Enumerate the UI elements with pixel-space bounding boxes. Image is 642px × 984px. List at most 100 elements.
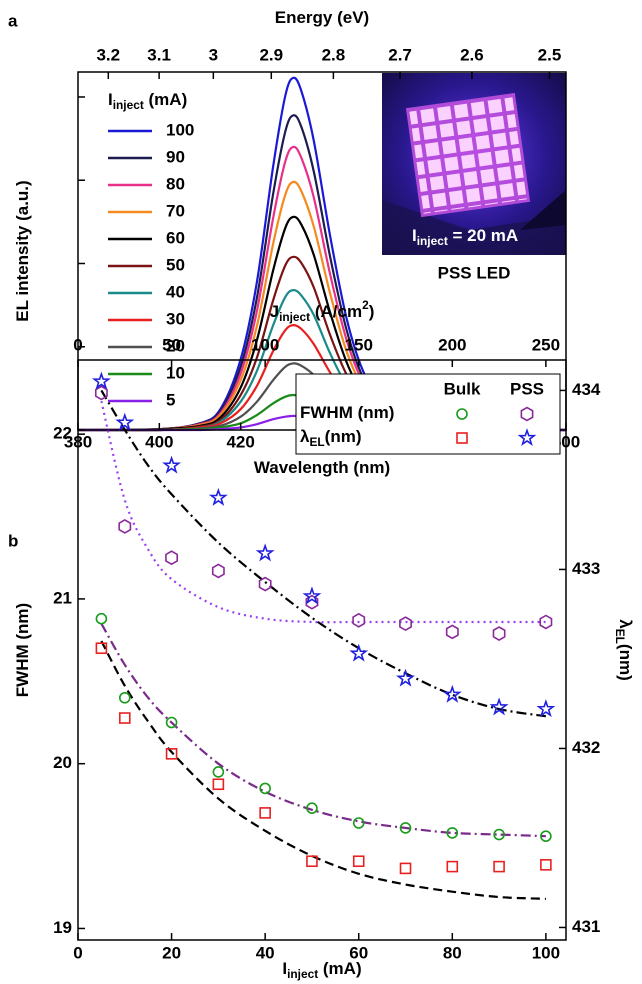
inset-caption: PSS LED	[438, 263, 511, 282]
marker	[302, 586, 322, 605]
label-part: λ	[300, 427, 310, 446]
marker	[118, 518, 132, 534]
label-part: (nm)	[325, 427, 362, 446]
x-tick-label: 100	[532, 943, 560, 962]
y-tick-label: 22	[53, 424, 72, 443]
y-axis-title: FWHM (nm)	[13, 603, 32, 697]
y2-tick-label: 433	[572, 559, 600, 578]
marker	[91, 371, 111, 390]
x2-tick-label: 50	[162, 335, 181, 354]
y2-axis-title: λEL(nm)	[613, 619, 635, 681]
marker	[305, 594, 319, 610]
marker	[258, 576, 272, 592]
marker	[399, 616, 412, 632]
legend-label: 60	[166, 228, 185, 247]
marker	[399, 822, 412, 834]
x2-tick-label: 3	[209, 45, 218, 64]
y-tick-label: 19	[53, 918, 72, 937]
legend-label: 40	[166, 282, 185, 301]
marker	[445, 624, 459, 640]
legend-column: PSS	[510, 379, 544, 398]
marker	[94, 385, 108, 401]
y-tick-label: 21	[53, 588, 72, 607]
marker	[493, 860, 505, 873]
legend-row: FWHM (nm)	[300, 403, 394, 422]
legend-label: 5	[166, 390, 175, 409]
label-part: λ	[616, 619, 635, 629]
marker	[306, 802, 318, 814]
marker	[165, 748, 178, 760]
label-part: Energy (eV)	[275, 8, 369, 27]
marker	[456, 432, 468, 444]
x2-tick-label: 200	[438, 335, 466, 354]
legend-label: 80	[166, 174, 185, 193]
legend-label: 10	[166, 363, 185, 382]
marker	[208, 487, 228, 506]
label-part: FWHM (nm)	[300, 403, 394, 422]
fit-line	[100, 400, 546, 624]
y2-tick-label: 432	[572, 738, 600, 757]
marker	[536, 699, 556, 718]
label-part: inject	[113, 98, 144, 112]
label-part: J	[270, 302, 279, 321]
marker	[118, 691, 131, 704]
label-part: (A/cm	[310, 302, 362, 321]
marker	[446, 860, 459, 873]
marker	[95, 612, 108, 625]
marker	[212, 766, 225, 778]
marker	[349, 643, 369, 662]
label-part: )	[369, 302, 375, 321]
marker	[520, 406, 534, 422]
marker	[162, 455, 182, 474]
label-part: I	[412, 226, 417, 245]
x2-tick-label: 0	[73, 335, 82, 354]
marker	[399, 862, 412, 875]
label-part: I	[108, 90, 113, 109]
plot-frame	[77, 359, 567, 941]
inset-photo	[382, 73, 566, 255]
marker	[165, 550, 179, 566]
x-tick-label: 0	[73, 943, 82, 962]
marker	[456, 408, 468, 420]
legend-row: λEL(nm)	[300, 427, 362, 449]
marker	[493, 828, 505, 841]
label-part: EL	[309, 435, 324, 449]
x2-tick-label: 150	[345, 335, 373, 354]
x2-tick-label: 2.9	[259, 45, 283, 64]
x-tick-label: 420	[226, 432, 254, 451]
y-axis-title: EL intensity (a.u.)	[13, 180, 32, 321]
x-tick-label: 20	[162, 943, 181, 962]
x-tick-label: 80	[443, 943, 462, 962]
marker	[446, 827, 459, 839]
marker	[396, 668, 415, 687]
label-part: EL intensity (a.u.)	[13, 180, 32, 321]
marker	[352, 612, 366, 628]
marker	[259, 782, 271, 795]
label-part: (mA)	[318, 959, 361, 978]
panel-label: b	[8, 531, 18, 550]
label-part: EL	[613, 629, 627, 644]
inset-label: Iinject = 20 mA	[412, 226, 518, 248]
marker	[539, 614, 553, 630]
x2-tick-label: 2.6	[460, 45, 484, 64]
legend-label: 30	[166, 309, 185, 328]
marker	[306, 855, 318, 868]
label-part: (mA)	[144, 90, 187, 109]
x2-tick-label: 3.1	[147, 45, 171, 64]
x2-tick-label: 250	[532, 335, 560, 354]
y-tick-label: 20	[53, 753, 72, 772]
legend-box	[295, 373, 561, 455]
legend-column: Bulk	[444, 379, 481, 398]
legend-label: 70	[166, 201, 185, 220]
label-part: = 20 mA	[448, 226, 518, 245]
panel-label: a	[8, 11, 18, 30]
x2-tick-label: 100	[251, 335, 279, 354]
marker	[442, 684, 462, 703]
y2-tick-label: 431	[572, 917, 600, 936]
x-axis-title: Wavelength (nm)	[254, 458, 390, 477]
label-part: inject	[279, 310, 310, 324]
x2-tick-label: 2.7	[388, 45, 412, 64]
legend-label: 50	[166, 255, 185, 274]
label-part: inject	[287, 967, 318, 981]
